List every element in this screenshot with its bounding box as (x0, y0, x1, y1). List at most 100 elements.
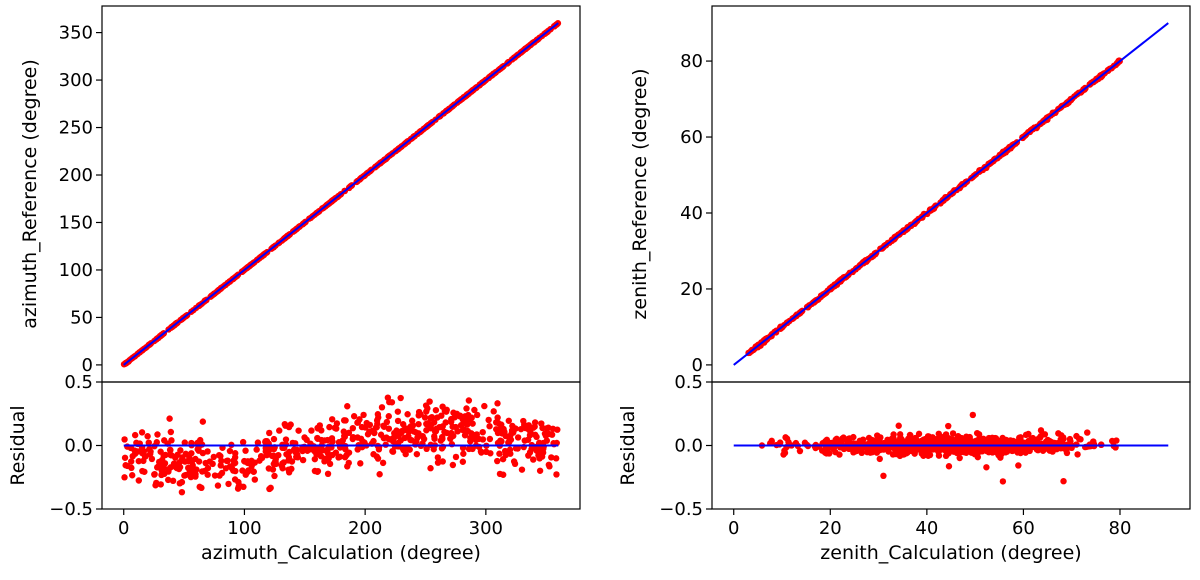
residual-point (826, 450, 833, 457)
residual-point (532, 431, 539, 439)
y-tick-label: −0.5 (49, 499, 93, 520)
residual-point (496, 470, 504, 478)
y-tick-label: 20 (680, 279, 703, 300)
residual-point (129, 452, 136, 460)
residual-point (389, 448, 397, 455)
x-axis-label: zenith_Calculation (degree) (820, 542, 1081, 564)
plot-area (121, 394, 561, 496)
residual-point (282, 436, 290, 443)
residual-point (518, 466, 526, 473)
residual-point (164, 476, 172, 484)
residual-point (214, 482, 222, 489)
panel-azimuth-main: 0 50 100 150 200 250 300 350 azimuth_Reference (… (19, 5, 581, 383)
residual-point (262, 438, 269, 446)
y-tick-label: 0.5 (674, 372, 703, 393)
residual-point (144, 433, 151, 440)
residual-point (992, 437, 999, 444)
residual-point (239, 438, 247, 446)
residual-point (157, 481, 164, 488)
residual-point (161, 470, 168, 478)
residual-point (838, 438, 845, 445)
residual-point (230, 467, 237, 474)
residual-point (424, 405, 431, 412)
residual-point (448, 416, 455, 424)
residual-point (186, 469, 193, 476)
residual-point (896, 441, 903, 448)
residual-point (181, 439, 188, 446)
residual-point (122, 462, 129, 469)
y-tick-label: 300 (59, 70, 93, 91)
residual-point (944, 438, 952, 446)
residual-point (406, 446, 413, 453)
residual-point (378, 404, 386, 411)
x-tick-label: 200 (348, 518, 382, 539)
residual-point (121, 436, 128, 443)
residual-point (285, 454, 293, 461)
residual-point (349, 424, 357, 432)
residual-point (877, 434, 884, 441)
residual-point (131, 431, 139, 439)
residual-point (188, 450, 195, 457)
residual-point (166, 415, 173, 422)
residual-point (469, 431, 477, 439)
residual-point (206, 458, 214, 465)
residual-point (423, 420, 430, 428)
residual-point (128, 464, 135, 472)
residual-point (521, 437, 528, 444)
residual-point (344, 403, 351, 410)
residual-point (1075, 435, 1083, 443)
residual-point (465, 397, 473, 404)
residual-point (400, 446, 407, 454)
residual-point (481, 402, 488, 410)
residual-point (1037, 427, 1045, 434)
residual-point (509, 422, 516, 430)
residual-point (270, 460, 278, 468)
residual-point (251, 476, 259, 483)
residual-point (1003, 448, 1011, 455)
residual-point (546, 463, 553, 470)
residual-point (361, 439, 368, 446)
y-tick-label: 200 (59, 165, 93, 186)
residual-point (531, 423, 538, 430)
residual-point (204, 464, 212, 472)
residual-point (314, 467, 322, 475)
residual-point (427, 465, 434, 472)
residual-point (303, 436, 310, 444)
residual-point (945, 422, 952, 430)
residual-point (896, 431, 904, 438)
residual-point (538, 420, 545, 427)
residual-point (999, 478, 1007, 485)
residual-point (1060, 435, 1067, 443)
residual-point (536, 467, 544, 474)
residual-point (543, 437, 550, 444)
residual-point (325, 455, 332, 462)
residual-point (1022, 431, 1030, 439)
x-tick-label: 0 (728, 518, 739, 539)
x-tick-label: 300 (469, 518, 503, 539)
residual-point (178, 478, 186, 486)
residual-point (236, 482, 244, 490)
residual-point (1063, 449, 1071, 457)
residual-point (360, 411, 367, 419)
residual-point (217, 462, 224, 469)
y-axis-label: Residual (7, 405, 29, 485)
residual-point (1002, 436, 1010, 444)
residual-point (380, 434, 388, 442)
residual-point (145, 439, 152, 446)
residual-point (270, 435, 278, 443)
residual-point (314, 450, 321, 458)
residual-point (196, 483, 203, 491)
residual-point (373, 417, 381, 424)
residual-point (364, 431, 372, 438)
residual-point (397, 394, 404, 402)
residual-point (514, 434, 522, 441)
residual-point (450, 432, 457, 440)
residual-point (909, 445, 917, 452)
residual-point (890, 431, 897, 438)
residual-point (172, 454, 179, 461)
residual-point (271, 472, 278, 480)
residual-point (388, 399, 396, 406)
residual-point (407, 423, 415, 430)
residual-point (495, 419, 502, 427)
residual-point (1041, 431, 1049, 438)
